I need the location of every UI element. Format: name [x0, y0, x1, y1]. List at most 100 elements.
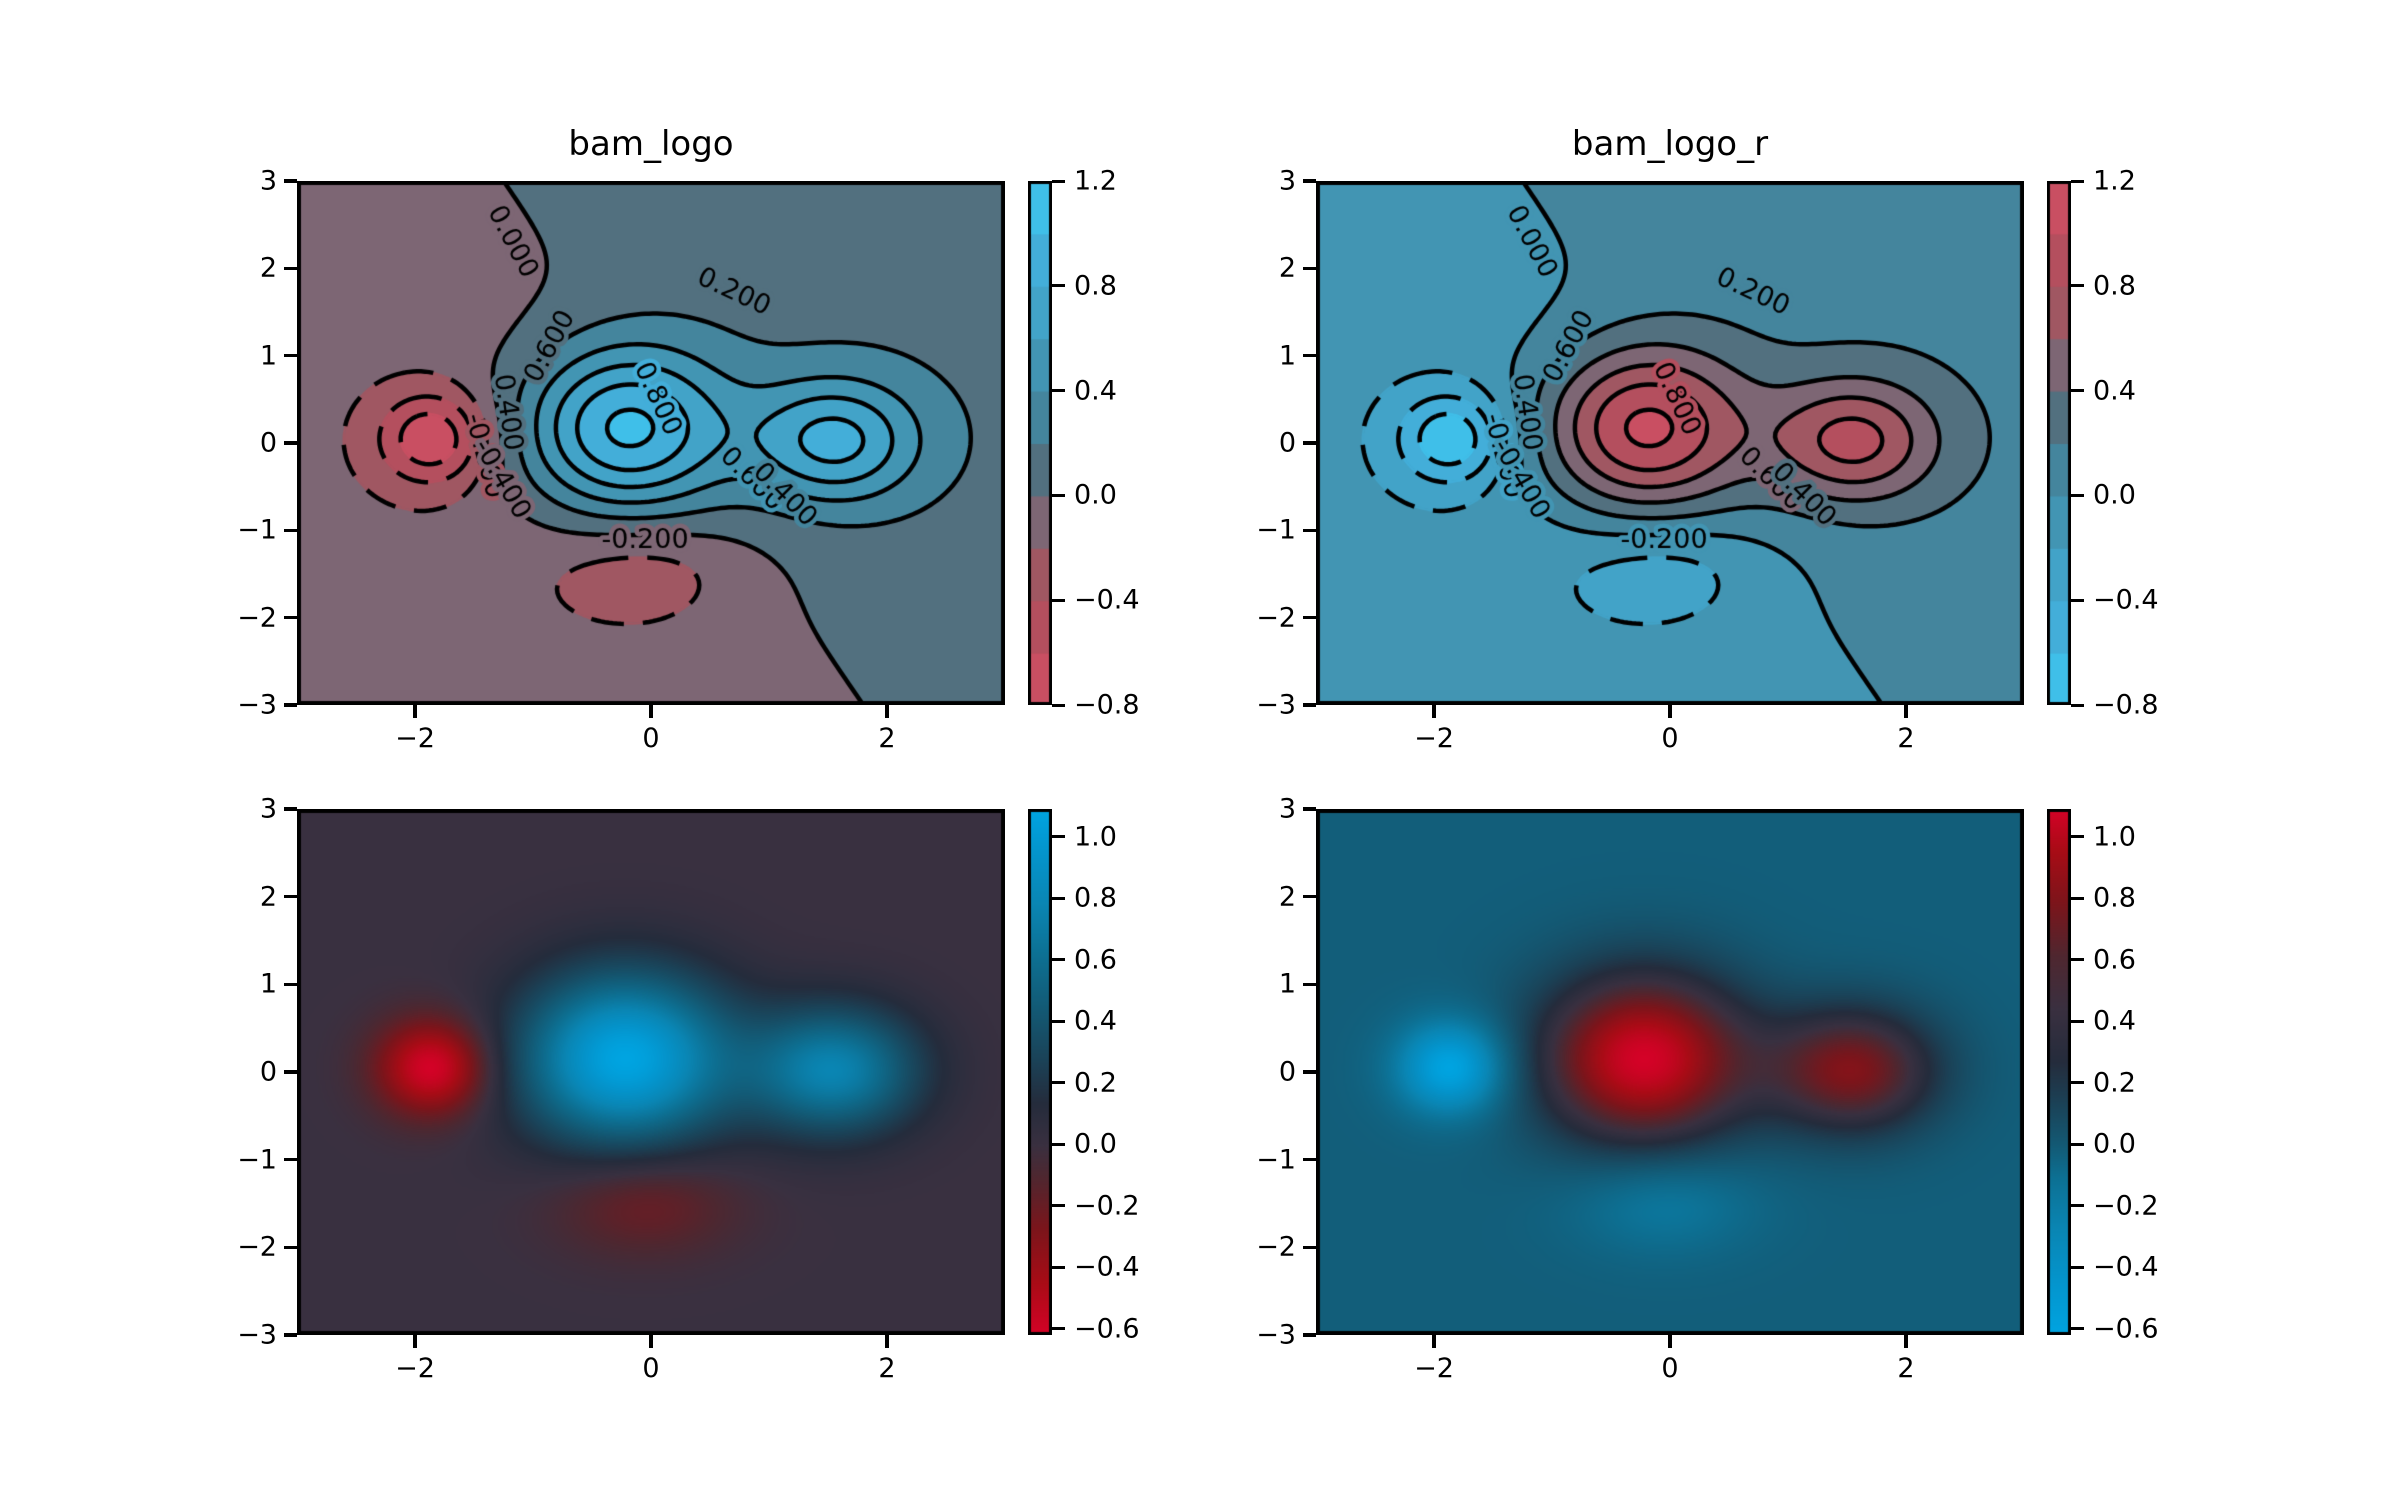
x-tick-label: 0 — [1661, 723, 1679, 754]
y-tick — [1303, 528, 1316, 533]
colorbar-tick — [2071, 1081, 2084, 1085]
colorbar-tick-label: −0.6 — [1074, 1313, 1140, 1345]
y-tick — [284, 1245, 297, 1250]
y-tick — [1303, 1070, 1316, 1074]
x-tick — [885, 1335, 889, 1348]
colorbar-tick-label: 0.8 — [2093, 270, 2136, 302]
colorbar-tick-label: 0.4 — [2093, 1005, 2136, 1037]
colorbar-tick-label: −0.2 — [2093, 1190, 2159, 1222]
y-tick-label: 1 — [259, 968, 277, 1000]
colorbar-tick-label: 0.8 — [2093, 882, 2136, 914]
y-tick-label: −3 — [1256, 1319, 1296, 1351]
colorbar-tick-label: 0.0 — [2093, 1128, 2136, 1160]
colorbar-tick-label: −0.8 — [2093, 689, 2159, 721]
plot-canvas-smooth_r — [1316, 809, 2024, 1335]
y-tick-label: −2 — [237, 602, 277, 634]
y-tick-label: −3 — [237, 689, 277, 721]
colorbar-tick-label: 1.0 — [2093, 821, 2136, 853]
y-tick — [284, 982, 297, 987]
y-tick — [1303, 353, 1316, 358]
x-tick-label: −2 — [395, 723, 435, 754]
colorbar-tick-label: −0.4 — [1074, 1251, 1140, 1283]
colorbar-tick — [2071, 284, 2084, 288]
x-tick — [885, 705, 889, 718]
plot-title-bam-logo-r: bam_logo_r — [1571, 124, 1769, 164]
colorbar-tick — [1052, 1204, 1065, 1208]
colorbar-tick-label: −0.2 — [1074, 1190, 1140, 1222]
plot-canvas-bam_logo — [297, 181, 1005, 705]
x-tick — [649, 1335, 653, 1348]
y-tick-label: 1 — [1278, 968, 1296, 1000]
colorbar-tick-label: −0.4 — [2093, 1251, 2159, 1283]
y-tick-label: −2 — [1256, 602, 1296, 634]
colorbar-tick — [1052, 1265, 1065, 1269]
colorbar-tick-label: 0.6 — [1074, 944, 1117, 976]
colorbar-tick — [1052, 389, 1065, 393]
colorbar-tick-label: 0.0 — [1074, 479, 1117, 511]
y-tick-label: 1 — [259, 340, 277, 372]
y-tick — [284, 353, 297, 358]
y-tick-label: 3 — [1278, 165, 1296, 197]
y-tick — [1303, 266, 1316, 271]
y-tick — [284, 703, 297, 707]
x-tick-label: 0 — [1661, 1353, 1679, 1384]
y-tick-label: −3 — [1256, 689, 1296, 721]
colorbar-tick — [2071, 179, 2084, 183]
x-tick-label: 2 — [878, 723, 896, 754]
y-tick — [1303, 807, 1316, 811]
y-tick — [1303, 441, 1316, 445]
colorbar-tick — [2071, 703, 2084, 707]
x-tick — [1432, 705, 1436, 718]
colorbar-tick — [1052, 958, 1065, 962]
plot-canvas-bam_logo_r — [1316, 181, 2024, 705]
colorbar-tick — [1052, 1327, 1065, 1331]
y-tick — [1303, 894, 1316, 899]
y-tick-label: −3 — [237, 1319, 277, 1351]
x-tick-label: 2 — [1897, 723, 1915, 754]
colorbar-smooth_r — [2047, 809, 2071, 1335]
y-tick-label: −1 — [237, 514, 277, 546]
y-tick — [1303, 1333, 1316, 1337]
y-tick-label: 2 — [259, 252, 277, 284]
y-tick-label: 0 — [1278, 427, 1296, 459]
colorbar-tick-label: −0.8 — [1074, 689, 1140, 721]
x-tick — [413, 705, 417, 718]
y-tick — [284, 615, 297, 620]
colorbar-tick-label: 1.2 — [2093, 165, 2136, 197]
y-tick — [1303, 179, 1316, 183]
x-tick — [413, 1335, 417, 1348]
y-tick — [284, 179, 297, 183]
y-tick — [284, 894, 297, 899]
y-tick-label: 2 — [1278, 881, 1296, 913]
y-tick-label: −2 — [1256, 1231, 1296, 1263]
y-tick-label: 3 — [259, 165, 277, 197]
colorbar-tick-label: 0.8 — [1074, 270, 1117, 302]
colorbar-tick-label: 0.0 — [1074, 1128, 1117, 1160]
y-tick-label: −1 — [1256, 1144, 1296, 1176]
y-tick — [284, 266, 297, 271]
colorbar-tick-label: 0.4 — [2093, 375, 2136, 407]
colorbar-tick-label: 0.2 — [2093, 1067, 2136, 1099]
x-tick-label: −2 — [395, 1353, 435, 1384]
colorbar-tick-label: −0.4 — [2093, 584, 2159, 616]
colorbar-tick-label: 0.4 — [1074, 1005, 1117, 1037]
y-tick — [284, 1157, 297, 1162]
y-tick-label: −1 — [237, 1144, 277, 1176]
y-tick-label: −1 — [1256, 514, 1296, 546]
y-tick-label: 1 — [1278, 340, 1296, 372]
y-tick — [1303, 703, 1316, 707]
colorbar-tick — [1052, 493, 1065, 497]
colorbar-tick-label: 1.2 — [1074, 165, 1117, 197]
colorbar-tick — [2071, 1265, 2084, 1269]
colorbar-tick — [2071, 835, 2084, 839]
colorbar-bam_logo_r — [2047, 181, 2071, 705]
colorbar-tick-label: −0.6 — [2093, 1313, 2159, 1345]
colorbar-tick-label: 0.6 — [2093, 944, 2136, 976]
x-tick — [1668, 705, 1672, 718]
y-tick-label: 3 — [259, 793, 277, 825]
colorbar-tick-label: 0.8 — [1074, 882, 1117, 914]
x-tick-label: −2 — [1414, 723, 1454, 754]
colorbar-tick — [1052, 284, 1065, 288]
colorbar-smooth — [1028, 809, 1052, 1335]
